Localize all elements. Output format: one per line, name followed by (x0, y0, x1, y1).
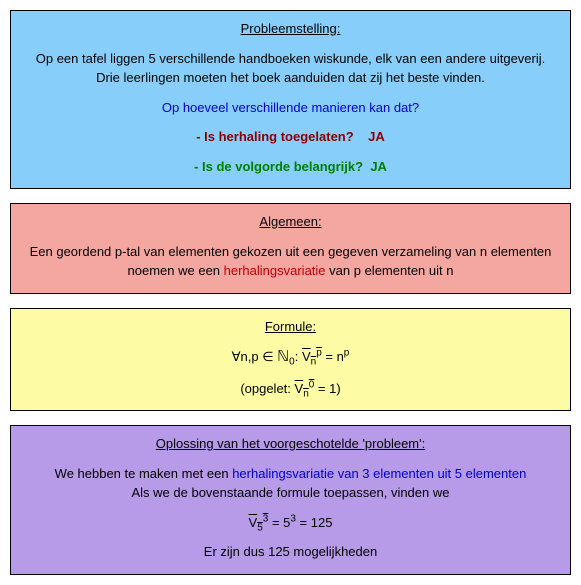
problem-box: Probleemstelling: Op een tafel liggen 5 … (10, 10, 571, 189)
calc-overline: V53 (249, 513, 269, 533)
formula-box: Formule: ∀n,p ∈ ℕ0: Vnp = np (opgelet: V… (10, 308, 571, 412)
solution-box: Oplossing van het voorgeschotelde 'probl… (10, 425, 571, 575)
v-overline: Vnp (302, 347, 322, 367)
note-pre: (opgelet: (240, 381, 294, 396)
forall: ∀n,p ∈ (232, 349, 278, 364)
general-title: Algemeen: (23, 212, 558, 232)
note-post: = 1) (314, 381, 340, 396)
solution-title: Oplossing van het voorgeschotelde 'probl… (23, 434, 558, 454)
n-sup: p (344, 348, 350, 359)
order-label: - Is de volgorde belangrijk? (194, 159, 363, 174)
solution-p3: Er zijn dus 125 mogelijkheden (23, 542, 558, 562)
general-box: Algemeen: Een geordend p-tal van element… (10, 203, 571, 294)
repetition-line: - Is herhaling toegelaten? JA (23, 127, 558, 147)
repetition-label: - Is herhaling toegelaten? (196, 129, 353, 144)
problem-title: Probleemstelling: (23, 19, 558, 39)
order-line: - Is de volgorde belangrijk? JA (23, 157, 558, 177)
natural-set: ℕ (277, 349, 289, 365)
problem-question: Op hoeveel verschillende manieren kan da… (23, 98, 558, 118)
colon: : (295, 349, 302, 364)
calc-mid: = 5 (268, 515, 290, 530)
problem-text: Op een tafel liggen 5 verschillende hand… (23, 49, 558, 88)
order-answer: JA (370, 159, 387, 174)
calc-end: = 125 (296, 515, 333, 530)
solution-calc: V53 = 53 = 125 (23, 513, 558, 533)
sol-term: herhalingsvariatie van 3 elementen uit 5… (232, 466, 526, 481)
formula-line: ∀n,p ∈ ℕ0: Vnp = np (23, 346, 558, 369)
formula-note: (opgelet: Vn0 = 1) (23, 379, 558, 399)
eq: = n (322, 349, 344, 364)
formula-title: Formule: (23, 317, 558, 337)
repetition-answer: JA (368, 129, 385, 144)
solution-p2: Als we de bovenstaande formule toepassen… (23, 483, 558, 503)
sol-pre: We hebben te maken met een (55, 466, 233, 481)
solution-p1: We hebben te maken met een herhalingsvar… (23, 464, 558, 484)
calc-v: V (249, 515, 258, 530)
v-base: V (302, 349, 311, 364)
general-text: Een geordend p-tal van elementen gekozen… (23, 242, 558, 281)
note-overline: Vn0 (295, 379, 315, 399)
note-v: V (295, 381, 304, 396)
general-term: herhalingsvariatie (224, 263, 326, 278)
general-post: van p elementen uit n (326, 263, 454, 278)
